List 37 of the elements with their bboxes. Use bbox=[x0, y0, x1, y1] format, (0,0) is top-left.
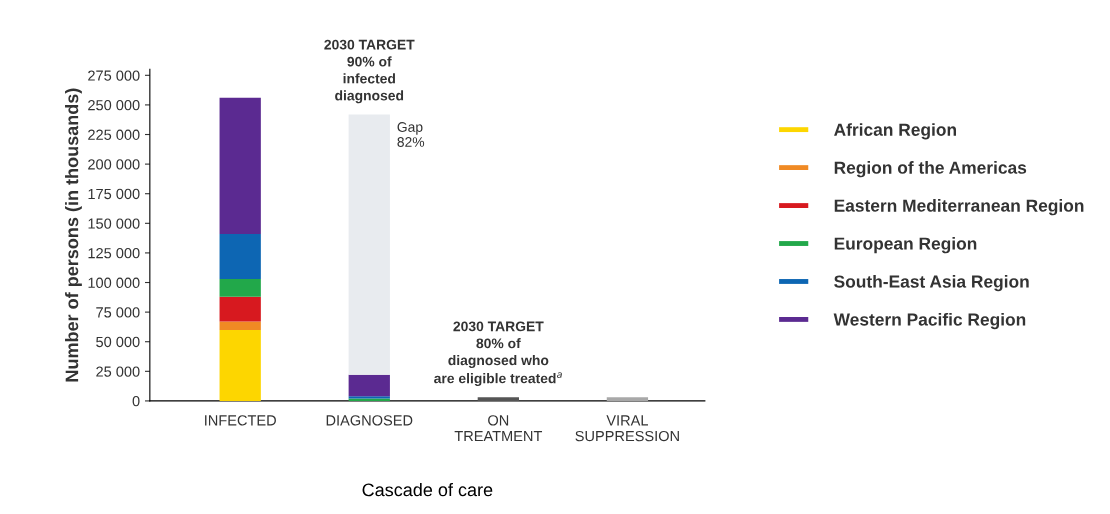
y-tick-label: 275 000 bbox=[88, 70, 140, 81]
y-tick-label: 200 000 bbox=[88, 159, 140, 170]
x-tick-label: VIRAL SUPPRESSION bbox=[575, 415, 679, 442]
bar bbox=[219, 233, 261, 279]
bar bbox=[219, 296, 261, 322]
y-tick-label: 175 000 bbox=[88, 188, 140, 200]
x-tick-label: ON TREATMENT bbox=[454, 415, 543, 442]
legend-label: Region of the Americas bbox=[834, 161, 1027, 178]
bar bbox=[348, 374, 390, 397]
bar bbox=[219, 97, 261, 234]
y-tick-label: 100 000 bbox=[88, 277, 140, 288]
y-tick-label: 75 000 bbox=[96, 307, 140, 318]
legend-label: African Region bbox=[834, 123, 956, 140]
annotation: Gap 82% bbox=[397, 122, 425, 147]
bar bbox=[219, 278, 261, 297]
y-tick-label: 25 000 bbox=[96, 366, 140, 377]
bar bbox=[219, 329, 261, 401]
bar bbox=[606, 397, 649, 401]
bar bbox=[348, 114, 390, 375]
x-tick-label: DIAGNOSED bbox=[326, 415, 413, 426]
y-axis-title: Number of persons (in thousands) bbox=[65, 88, 82, 382]
y-tick-label: 0 bbox=[132, 396, 140, 407]
y-tick-label: 150 000 bbox=[88, 218, 140, 229]
x-tick-label: INFECTED bbox=[205, 415, 276, 426]
y-tick-label: 250 000 bbox=[88, 100, 140, 111]
y-tick-label: 225 000 bbox=[88, 129, 140, 140]
bar bbox=[477, 397, 519, 401]
y-tick-label: 125 000 bbox=[88, 248, 140, 259]
legend-label: European Region bbox=[834, 237, 977, 254]
x-axis-title: Cascade of care bbox=[362, 483, 493, 497]
legend-label: South-East Asia Region bbox=[834, 274, 1029, 292]
y-tick-label: 50 000 bbox=[96, 336, 140, 348]
legend-label: Western Pacific Region bbox=[833, 312, 1026, 330]
legend-label: Eastern Mediterranean Region bbox=[834, 199, 1084, 216]
annotation: 2030 TARGET 90% of infected diagnosed bbox=[324, 39, 415, 104]
bar bbox=[219, 321, 261, 330]
annotation: 2030 TARGET 80% of diagnosed who are eligible treated$^{a}$ bbox=[434, 321, 562, 387]
